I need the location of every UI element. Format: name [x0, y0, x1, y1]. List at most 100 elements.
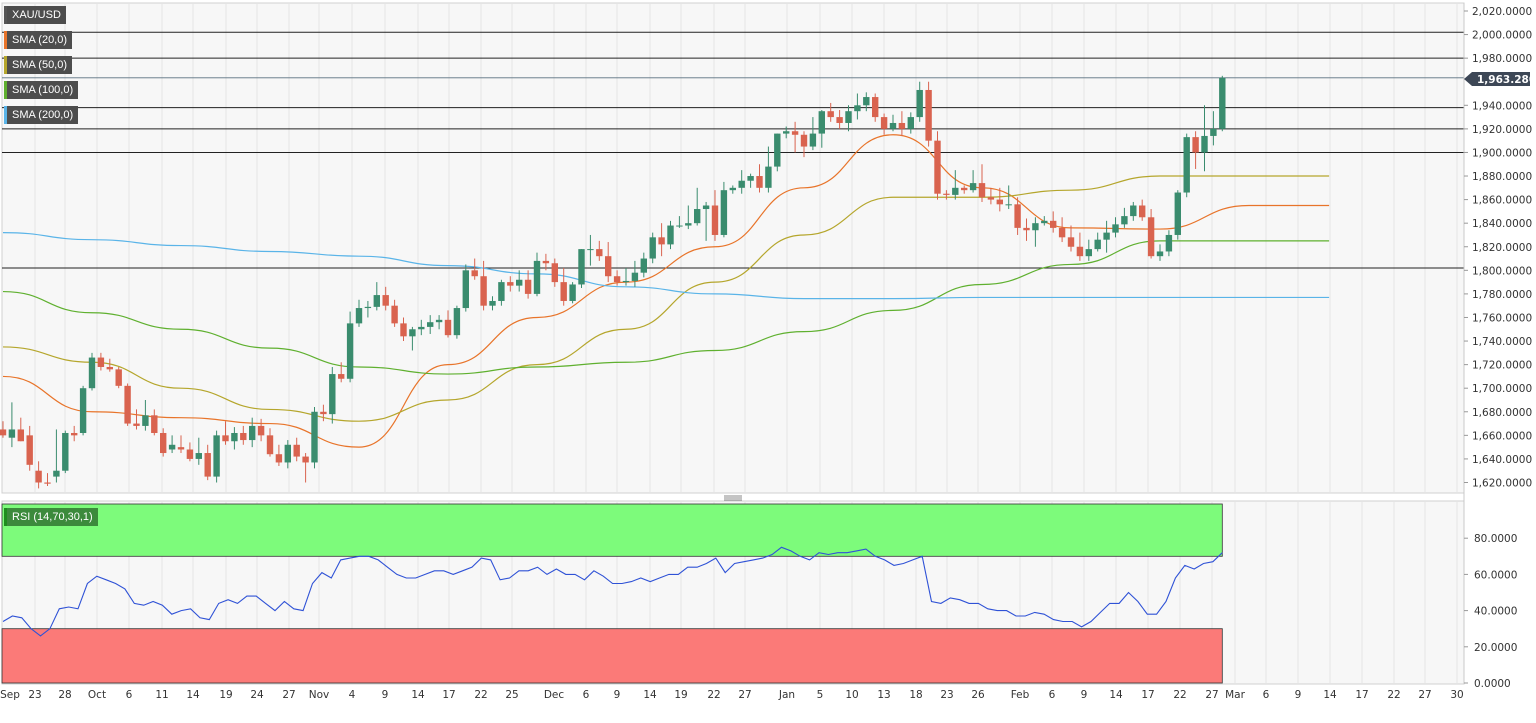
candle[interactable]	[952, 170, 959, 200]
candle[interactable]	[168, 435, 176, 454]
candle[interactable]	[35, 461, 42, 489]
candle[interactable]	[800, 131, 808, 158]
candle[interactable]	[338, 362, 345, 383]
candle[interactable]	[1130, 201, 1137, 221]
candle[interactable]	[97, 352, 105, 371]
candle[interactable]	[729, 185, 736, 194]
candle[interactable]	[364, 300, 372, 318]
candle[interactable]	[774, 133, 781, 172]
candle[interactable]	[44, 473, 51, 487]
candle[interactable]	[818, 110, 825, 148]
candle[interactable]	[836, 110, 843, 129]
candle[interactable]	[142, 399, 149, 431]
candle[interactable]	[756, 164, 763, 193]
candle[interactable]	[1201, 105, 1208, 172]
candle[interactable]	[186, 442, 194, 462]
candle[interactable]	[1032, 217, 1039, 247]
candle[interactable]	[88, 352, 96, 391]
candle[interactable]	[1112, 217, 1119, 238]
candle[interactable]	[1076, 232, 1084, 261]
candle[interactable]	[622, 267, 630, 286]
candle[interactable]	[569, 282, 576, 304]
candle[interactable]	[204, 444, 211, 481]
candle[interactable]	[916, 81, 923, 122]
candle[interactable]	[783, 126, 790, 139]
candle[interactable]	[943, 190, 950, 200]
candle[interactable]	[1165, 230, 1173, 257]
candle[interactable]	[160, 428, 167, 457]
candle[interactable]	[738, 170, 745, 194]
candle[interactable]	[1067, 225, 1075, 252]
candle[interactable]	[124, 383, 131, 426]
candle[interactable]	[560, 267, 567, 306]
candle[interactable]	[1183, 133, 1190, 198]
candle[interactable]	[275, 444, 283, 466]
candle[interactable]	[551, 258, 558, 287]
candle[interactable]	[578, 249, 585, 289]
candle[interactable]	[507, 276, 514, 292]
candle[interactable]	[1103, 220, 1110, 253]
candle[interactable]	[702, 201, 710, 241]
candle[interactable]	[79, 385, 87, 436]
candle[interactable]	[542, 253, 550, 271]
candle[interactable]	[293, 437, 300, 462]
legend-item[interactable]: SMA (50,0)	[4, 56, 78, 74]
candle[interactable]	[346, 311, 354, 383]
candle[interactable]	[302, 453, 309, 483]
candle[interactable]	[249, 417, 256, 448]
candle[interactable]	[720, 181, 728, 238]
candle[interactable]	[1210, 111, 1217, 146]
candle[interactable]	[311, 407, 318, 469]
candle[interactable]	[222, 421, 229, 445]
candle[interactable]	[605, 242, 612, 283]
candle[interactable]	[925, 81, 932, 147]
legend-item[interactable]: SMA (100,0)	[4, 81, 79, 99]
candle[interactable]	[1014, 197, 1021, 235]
candle[interactable]	[266, 428, 274, 457]
candle[interactable]	[640, 252, 647, 278]
candle[interactable]	[1005, 185, 1012, 210]
candle[interactable]	[284, 440, 291, 469]
candle[interactable]	[765, 146, 772, 193]
candle[interactable]	[471, 258, 478, 280]
candle[interactable]	[854, 93, 861, 120]
candle[interactable]	[667, 220, 674, 250]
candle[interactable]	[195, 437, 202, 465]
candle[interactable]	[969, 170, 977, 193]
candle[interactable]	[53, 429, 60, 483]
candle[interactable]	[462, 264, 469, 312]
candle[interactable]	[1094, 232, 1101, 252]
candle[interactable]	[658, 223, 665, 257]
candle[interactable]	[898, 111, 906, 136]
candle[interactable]	[996, 187, 1003, 212]
candle[interactable]	[71, 425, 78, 442]
candle[interactable]	[489, 296, 496, 311]
candle[interactable]	[1085, 239, 1092, 261]
candle[interactable]	[516, 270, 523, 292]
candle[interactable]	[106, 358, 113, 372]
candle[interactable]	[418, 319, 425, 336]
candle[interactable]	[711, 190, 719, 241]
candle[interactable]	[889, 114, 897, 132]
candle[interactable]	[17, 417, 24, 442]
candle[interactable]	[827, 102, 834, 122]
candle[interactable]	[1219, 75, 1226, 132]
candle[interactable]	[676, 216, 683, 228]
instrument-label[interactable]: XAU/USD	[4, 6, 78, 24]
candle[interactable]	[444, 310, 452, 338]
candle[interactable]	[1050, 211, 1057, 233]
candle[interactable]	[213, 430, 220, 483]
legend-item[interactable]: SMA (20,0)	[4, 31, 78, 49]
candle[interactable]	[791, 121, 799, 153]
candle[interactable]	[257, 418, 265, 442]
candle[interactable]	[26, 425, 33, 471]
candle[interactable]	[934, 131, 941, 200]
candle[interactable]	[62, 430, 69, 474]
candle[interactable]	[533, 252, 541, 297]
candle[interactable]	[907, 112, 914, 134]
candle[interactable]	[409, 326, 416, 351]
candle[interactable]	[453, 305, 461, 339]
legend-item[interactable]: SMA (200,0)	[4, 106, 79, 124]
candle[interactable]	[978, 164, 986, 202]
